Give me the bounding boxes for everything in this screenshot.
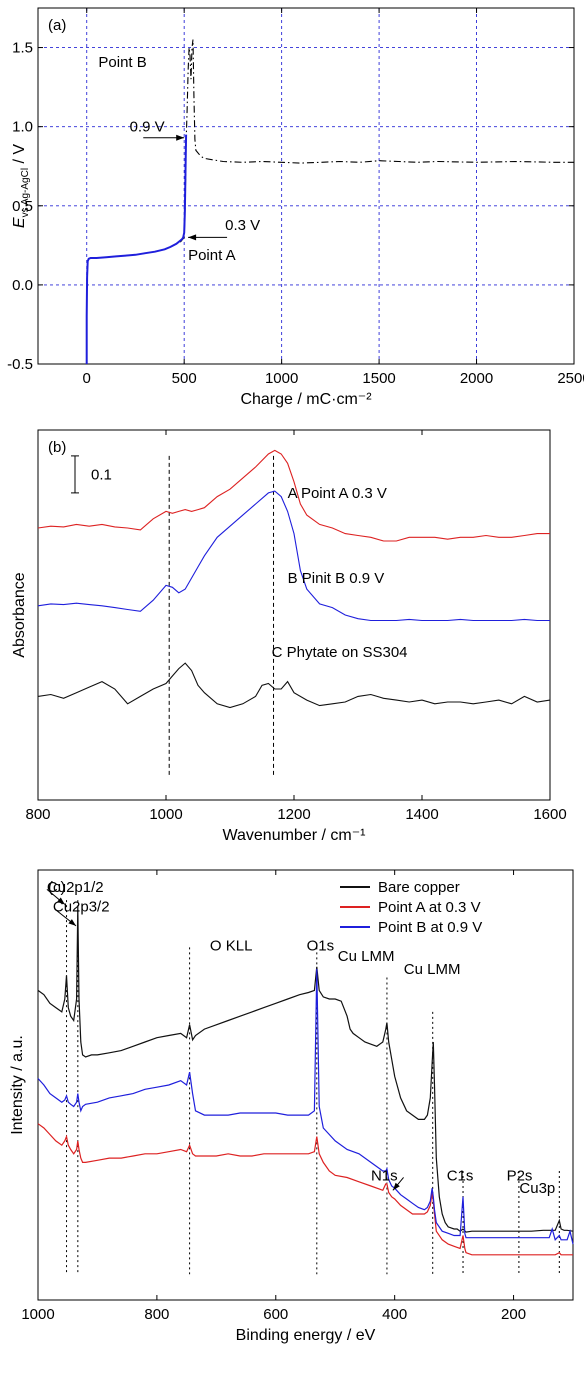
panel-a-x-tick-label: 500 — [172, 370, 197, 387]
panel-b-x-axis-title: Wavenumber / cm⁻¹ — [223, 827, 366, 844]
panel-b-series-0-line — [37, 449, 550, 542]
panel-a-y-axis-subscript: vs Ag-AgCl — [20, 168, 31, 217]
panel-c-arrowhead-2 — [392, 1182, 400, 1191]
panel-b: 800 1000 1200 1400 1600 0.1 A Point A 0.3 V B P… — [11, 429, 567, 844]
panel-c-x-tick-label: 1000 — [21, 1306, 54, 1323]
panel-c-legend-label-1: Point A at 0.3 V — [378, 899, 481, 916]
panel-b-series-1-line — [37, 490, 550, 622]
panel-a-y-axis-symbol: E — [11, 217, 28, 228]
panel-a-x-axis-title: Charge / mC·cm⁻² — [240, 391, 372, 408]
panel-b-x-tick-label: 1000 — [149, 806, 182, 823]
panel-b-x-tick-label: 1400 — [405, 806, 438, 823]
panel-c-peak-label-9: Cu3p — [519, 1180, 555, 1197]
panel-c-peak-label-2: O KLL — [210, 937, 253, 954]
panel-c-peak-label-8: P2s — [507, 1167, 533, 1184]
panel-a-x-tick-label: 0 — [83, 370, 91, 387]
panel-a-arrowhead-0 — [176, 134, 185, 141]
panel-c-arrowhead-1 — [68, 919, 77, 926]
panel-a-x-tick-label: 1500 — [362, 370, 395, 387]
panel-c-y-axis-title: Intensity / a.u. — [9, 1035, 26, 1135]
panel-c-x-tick-label: 800 — [144, 1306, 169, 1323]
panel-a-y-tick-label: 0.5 — [12, 198, 33, 215]
panel-b-series-2-label: C Phytate on SS304 — [272, 644, 408, 661]
panel-c-series-2-line — [37, 968, 574, 1245]
panel-c-legend-label-2: Point B at 0.9 V — [378, 919, 482, 936]
panel-c-label: (c) — [48, 879, 66, 896]
panel-c-x-axis-title: Binding energy / eV — [236, 1327, 376, 1344]
panel-c-x-tick-label: 600 — [263, 1306, 288, 1323]
panel-a-annotation-1: 0.9 V — [130, 119, 165, 136]
panel-a-y-axis-unit: / V — [11, 144, 28, 168]
panel-c-arrowhead-0 — [57, 897, 65, 905]
panel-a-annotation-0: Point B — [98, 54, 146, 71]
panel-c-peak-label-3: O1s — [307, 937, 335, 954]
panel-c-x-tick-label: 200 — [501, 1306, 526, 1323]
panel-b-x-tick-label: 1200 — [277, 806, 310, 823]
panel-c-series-1-line — [37, 1123, 573, 1256]
panel-c-peak-label-7: C1s — [447, 1167, 474, 1184]
panel-c-series-0-line — [37, 906, 574, 1233]
panel-b-scale-bar-label: 0.1 — [91, 466, 112, 483]
panel-a-y-tick-label: 1.0 — [12, 119, 33, 136]
panel-a-x-tick-label: 1000 — [265, 370, 298, 387]
panel-a-plot-frame — [37, 7, 575, 365]
panel-a-x-tick-label: 2500 — [557, 370, 584, 387]
panel-b-label: (b) — [48, 439, 66, 456]
panel-c-peak-label-4: Cu LMM — [338, 948, 395, 965]
panel-a-annotation-3: Point A — [188, 247, 236, 264]
panel-b-series-1-label: B Pinit B 0.9 V — [288, 570, 385, 587]
panel-b-x-tick-label: 800 — [25, 806, 50, 823]
panel-a-y-axis-title: Evs Ag-AgCl / V — [11, 144, 31, 228]
panel-c-peak-label-5: Cu LMM — [404, 961, 461, 978]
panel-a-annotation-2: 0.3 V — [225, 217, 260, 234]
panel-a-series-0-line — [179, 39, 574, 243]
panel-a-y-tick-label: 1.5 — [12, 40, 33, 57]
panel-a-y-tick-label: 0.0 — [12, 277, 33, 294]
panel-a: 0 500 1000 1500 2000 2500 -0.5 0.0 0.5 1.0 1.5 Poin… — [7, 7, 584, 408]
panel-c-peak-label-0: Cu2p1/2 — [47, 879, 104, 896]
panel-a-y-tick-label: -0.5 — [7, 356, 33, 373]
panel-b-x-tick-label: 1600 — [533, 806, 566, 823]
panel-c-plot-frame — [37, 869, 574, 1301]
panel-a-label: (a) — [48, 17, 66, 34]
panel-a-arrowhead-1 — [188, 234, 197, 241]
panel-c-peak-label-6: N1s — [371, 1167, 398, 1184]
panel-a-x-tick-label: 2000 — [460, 370, 493, 387]
panel-a-series-1-line — [85, 134, 188, 364]
panel-b-series-0-label: A Point A 0.3 V — [288, 485, 387, 502]
panel-c-legend-label-0: Bare copper — [378, 879, 460, 896]
panel-b-y-axis-title: Absorbance — [11, 572, 28, 657]
panel-c-x-tick-label: 400 — [382, 1306, 407, 1323]
panel-b-series-2-line — [37, 662, 551, 709]
panel-c-peak-label-1: Cu2p3/2 — [53, 899, 110, 916]
